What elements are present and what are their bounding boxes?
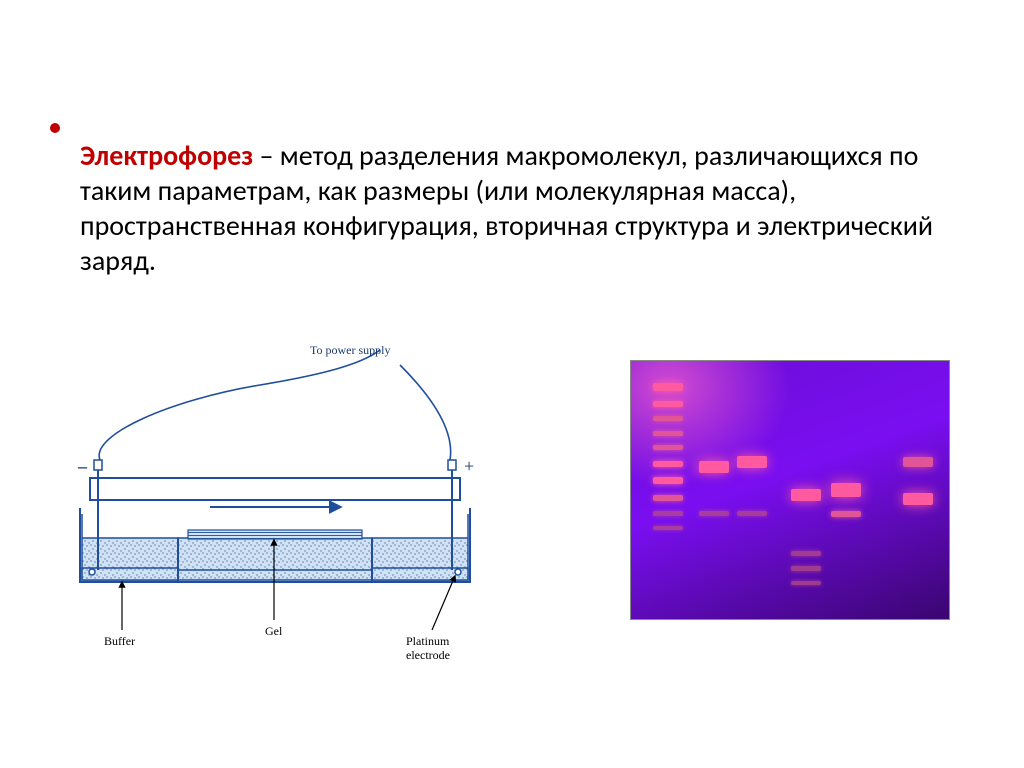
gel-band xyxy=(653,461,683,467)
gel-band xyxy=(791,566,821,571)
gel-lane xyxy=(903,361,933,619)
gel-band xyxy=(653,511,683,516)
gel-band xyxy=(653,416,683,421)
gel-lane xyxy=(737,361,767,619)
gel-band xyxy=(653,401,683,407)
gel-band xyxy=(699,511,729,516)
gel-lane xyxy=(699,361,729,619)
gel-band xyxy=(791,489,821,501)
text-block: Электрофорез – метод разделения макромол… xyxy=(50,110,974,306)
diagram-svg: – + To power supply Buffer Gel Platinumelectr… xyxy=(60,340,490,670)
svg-text:+: + xyxy=(464,456,474,476)
gel-lane xyxy=(653,361,683,619)
gel-band xyxy=(653,445,683,450)
gel-band xyxy=(737,456,767,468)
gel-band xyxy=(653,495,683,501)
definition-paragraph: Электрофорез – метод разделения макромол… xyxy=(80,138,974,278)
gel-band xyxy=(831,483,861,497)
gel-lane xyxy=(791,361,821,619)
gel-band xyxy=(737,511,767,516)
bullet-icon xyxy=(50,123,60,133)
gel-band xyxy=(699,461,729,473)
svg-text:–: – xyxy=(77,456,88,476)
gel-band xyxy=(653,431,683,436)
slide: Электрофорез – метод разделения макромол… xyxy=(0,0,1024,768)
electrophoresis-diagram: – + To power supply Buffer Gel Platinumelectr… xyxy=(60,340,490,670)
svg-text:electrode: electrode xyxy=(406,648,450,662)
gel-band xyxy=(791,581,821,585)
gel-photo xyxy=(630,360,950,620)
svg-text:To power supply: To power supply xyxy=(310,343,390,357)
gel-lane xyxy=(831,361,861,619)
svg-text:Platinum: Platinum xyxy=(406,634,450,648)
photo-frame xyxy=(630,360,950,620)
gel-band xyxy=(653,383,683,391)
gel-band xyxy=(653,526,683,530)
gel-band xyxy=(653,477,683,484)
gel-band xyxy=(831,511,861,517)
gel-band xyxy=(903,493,933,505)
bullet-row: Электрофорез – метод разделения макромол… xyxy=(50,110,974,306)
gel-band xyxy=(903,457,933,467)
svg-text:Gel: Gel xyxy=(265,624,283,638)
svg-text:Buffer: Buffer xyxy=(104,634,135,648)
gel-band xyxy=(791,551,821,556)
figures: – + To power supply Buffer Gel Platinumelectr… xyxy=(60,340,964,733)
term: Электрофорез xyxy=(80,138,253,173)
